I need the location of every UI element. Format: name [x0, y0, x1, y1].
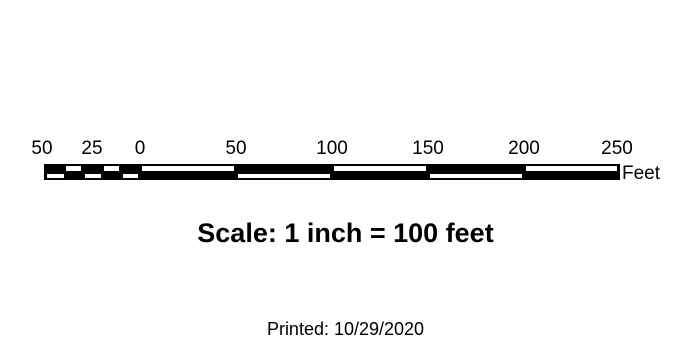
scale-tick-label: 250	[601, 138, 633, 159]
scale-bar-tick-labels: 50 25 0 50 100 150 200 250	[31, 138, 632, 159]
scale-bar-segment	[526, 166, 617, 171]
scale-bar: 50 25 0 50 100 150 200 250 Feet	[31, 138, 661, 184]
scale-bar-segment	[66, 166, 81, 171]
scale-bar-segment	[430, 174, 522, 178]
scale-tick-label: 50	[31, 138, 52, 159]
scale-statement: Scale: 1 inch = 100 feet	[197, 218, 494, 248]
scale-bar-segment	[123, 174, 138, 178]
scale-bar-segment	[104, 166, 119, 171]
scale-tick-label: 25	[81, 138, 102, 159]
scale-bar-segment	[334, 166, 426, 171]
scale-tick-label: 150	[412, 138, 444, 159]
scale-tick-label: 200	[508, 138, 540, 159]
print-date: Printed: 10/29/2020	[266, 319, 425, 339]
scale-bar-segment	[47, 174, 64, 178]
scale-tick-label: 50	[225, 138, 246, 159]
scale-bar-graphic	[44, 164, 620, 180]
scale-bar-segment	[238, 174, 330, 178]
scale-tick-label: 100	[316, 138, 348, 159]
scale-tick-label: 0	[135, 138, 146, 159]
scale-bar-units-label: Feet	[622, 163, 661, 184]
scale-bar-segment	[85, 174, 101, 178]
scale-bar-segment	[142, 166, 234, 171]
